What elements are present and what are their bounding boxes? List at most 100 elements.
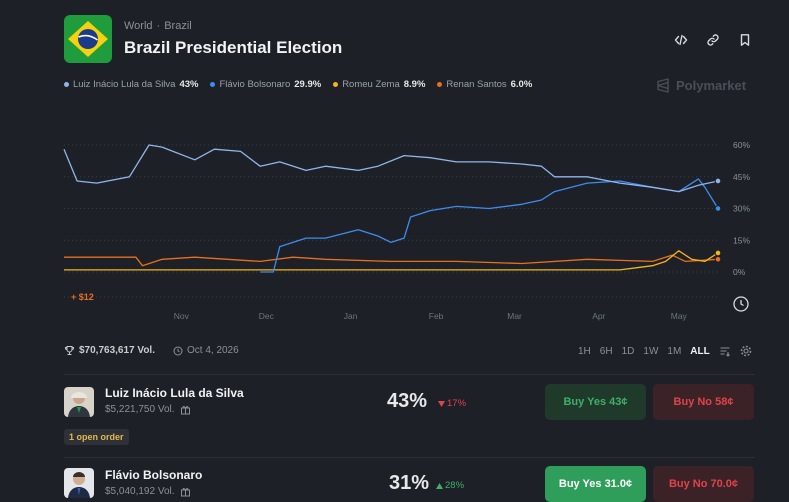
- buy-no-label: Buy No: [673, 396, 713, 408]
- buy-no-price: 70.0¢: [710, 478, 739, 490]
- buy-yes-price: 31.0¢: [604, 478, 633, 490]
- candidate-volume: $5,221,750 Vol.: [105, 404, 191, 415]
- x-tick-label: Dec: [259, 311, 275, 321]
- end-date-stat: Oct 4, 2026: [173, 345, 239, 356]
- series-line: [64, 254, 719, 267]
- candidate-probability: 43%: [387, 390, 428, 412]
- x-tick-label: Jan: [344, 311, 358, 321]
- divider: [64, 457, 755, 458]
- range-1w[interactable]: 1W: [643, 345, 659, 357]
- end-date: Oct 4, 2026: [186, 345, 239, 356]
- legend-value: 8.9%: [403, 79, 426, 90]
- clock-icon: [733, 296, 749, 312]
- legend-label: Romeu Zema: [342, 79, 400, 90]
- y-tick-label: 15%: [733, 235, 750, 245]
- polymarket-logo-icon: [657, 78, 669, 93]
- candidate-probability: 31%: [389, 472, 430, 494]
- legend-label: Flávio Bolsonaro: [219, 79, 291, 90]
- down-triangle-icon: [438, 400, 445, 407]
- probability-change: 28%: [436, 480, 464, 491]
- legend-dot: [64, 82, 69, 87]
- range-6h[interactable]: 6H: [599, 345, 613, 357]
- buy-yes-button[interactable]: Buy Yes 43¢: [545, 384, 646, 420]
- market-stats: $70,763,617 Vol. Oct 4, 2026: [64, 345, 239, 356]
- gift-icon[interactable]: [180, 486, 191, 497]
- header-actions: [672, 31, 754, 49]
- legend-label: Renan Santos: [446, 79, 507, 90]
- candidate-volume: $5,040,192 Vol.: [105, 486, 191, 497]
- legend-value: 29.9%: [294, 79, 322, 90]
- embed-code-icon[interactable]: [672, 31, 690, 49]
- range-1d[interactable]: 1D: [621, 345, 635, 357]
- breadcrumb-subcategory[interactable]: Brazil: [164, 20, 192, 32]
- change-value: 28%: [445, 480, 465, 491]
- buy-yes-label: Buy Yes: [558, 478, 602, 490]
- series-end-dot: [714, 249, 722, 257]
- legend-item[interactable]: Romeu Zema 8.9%: [333, 79, 425, 90]
- series-line: [63, 144, 719, 193]
- series-end-dot: [714, 256, 722, 263]
- polymarket-wordmark: Polymarket: [676, 78, 747, 93]
- clock-icon: [173, 346, 183, 355]
- divider: [64, 374, 755, 375]
- y-tick-label: 60%: [733, 140, 750, 150]
- gift-icon[interactable]: [180, 404, 191, 415]
- legend-value: 6.0%: [510, 79, 533, 90]
- chart-legend: Luiz Inácio Lula da Silva 43% Flávio Bols…: [64, 79, 532, 90]
- buy-yes-price: 43¢: [609, 396, 628, 408]
- price-history-chart[interactable]: 60% 45% 30% 15% 0% Nov Dec Jan Feb Mar Apr May + $12: [0, 120, 789, 325]
- y-tick-label: 45%: [733, 172, 750, 182]
- x-tick-label: Nov: [174, 311, 190, 321]
- buy-no-label: Buy No: [668, 478, 708, 490]
- buy-no-button[interactable]: Buy No 58¢: [653, 384, 754, 420]
- legend-item[interactable]: Renan Santos 6.0%: [437, 79, 532, 90]
- x-tick-label: Mar: [507, 311, 522, 321]
- change-value: 17%: [447, 398, 467, 409]
- buy-no-price: 58¢: [715, 396, 734, 408]
- buy-yes-label: Buy Yes: [563, 396, 607, 408]
- candidate-name[interactable]: Flávio Bolsonaro: [105, 468, 203, 482]
- settings-gear-icon[interactable]: [740, 345, 752, 357]
- legend-dot: [210, 82, 216, 87]
- buy-no-button[interactable]: Buy No 70.0¢: [653, 466, 754, 502]
- polymarket-logo: Polymarket: [656, 78, 746, 93]
- volume-stat: $70,763,617 Vol.: [64, 345, 155, 356]
- x-tick-label: Feb: [429, 311, 444, 321]
- x-tick-label: Apr: [592, 311, 605, 321]
- candidate-name[interactable]: Luiz Inácio Lula da Silva: [105, 386, 244, 400]
- range-1m[interactable]: 1M: [667, 345, 682, 357]
- breadcrumb-category[interactable]: World: [124, 20, 153, 32]
- candidate-avatar-bolsonaro: [64, 468, 94, 498]
- series-line: [260, 178, 719, 273]
- candidate-avatar-lula: [64, 387, 94, 417]
- total-volume: $70,763,617 Vol.: [79, 345, 155, 356]
- range-1h[interactable]: 1H: [578, 345, 591, 357]
- annotation-label: + $12: [71, 292, 94, 302]
- series-line: [64, 250, 719, 271]
- filter-lines-icon[interactable]: [719, 345, 731, 357]
- page-title: Brazil Presidential Election: [124, 38, 343, 57]
- trophy-icon: [64, 346, 75, 355]
- range-all[interactable]: ALL: [690, 345, 710, 357]
- y-tick-label: 30%: [733, 204, 750, 214]
- breadcrumb-separator: ·: [156, 20, 161, 32]
- time-range-selector: 1H 6H 1D 1W 1M ALL: [578, 345, 752, 357]
- x-tick-label: May: [671, 311, 688, 321]
- legend-item[interactable]: Flávio Bolsonaro 29.9%: [210, 79, 321, 90]
- legend-item[interactable]: Luiz Inácio Lula da Silva 43%: [64, 79, 198, 90]
- buy-yes-button[interactable]: Buy Yes 31.0¢: [545, 466, 646, 502]
- up-triangle-icon: [436, 482, 443, 489]
- link-icon[interactable]: [704, 31, 722, 49]
- clock-icon-hands: [740, 300, 744, 307]
- breadcrumb: World · Brazil: [124, 20, 192, 32]
- legend-value: 43%: [179, 79, 199, 90]
- probability-change: 17%: [438, 398, 466, 409]
- candidate-volume-value: $5,221,750 Vol.: [105, 404, 175, 415]
- y-tick-label: 0%: [733, 267, 746, 277]
- legend-label: Luiz Inácio Lula da Silva: [73, 79, 176, 90]
- candidate-volume-value: $5,040,192 Vol.: [105, 486, 175, 497]
- legend-dot: [437, 82, 443, 87]
- brazil-flag-image: [64, 15, 112, 63]
- open-order-badge[interactable]: 1 open order: [64, 429, 129, 445]
- bookmark-icon[interactable]: [736, 31, 754, 49]
